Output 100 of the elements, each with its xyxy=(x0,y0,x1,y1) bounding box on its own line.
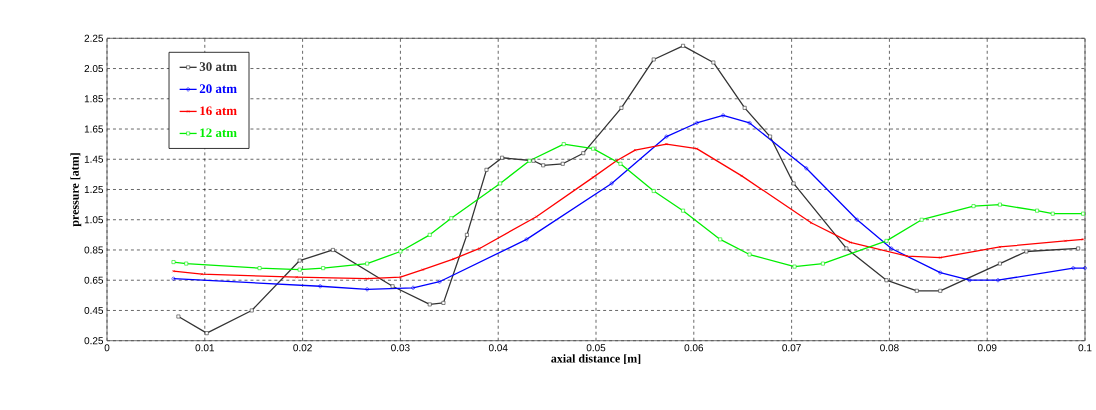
point xyxy=(411,285,416,290)
point xyxy=(905,254,909,258)
point xyxy=(257,266,262,271)
point xyxy=(465,232,469,237)
point xyxy=(1076,246,1081,251)
point xyxy=(478,247,482,250)
point xyxy=(938,270,943,275)
x-tick-label: 0.06 xyxy=(684,344,704,352)
x-tick-label: 0.04 xyxy=(488,344,508,352)
x-tick-label: 0.02 xyxy=(293,344,312,352)
point xyxy=(619,105,624,110)
point xyxy=(809,221,813,225)
point xyxy=(591,146,595,151)
point xyxy=(792,264,797,269)
point xyxy=(171,260,176,264)
y-tick-label: 1.05 xyxy=(84,216,104,224)
point xyxy=(176,314,181,319)
point xyxy=(665,142,668,146)
point xyxy=(884,239,889,243)
point xyxy=(998,245,1002,249)
point xyxy=(484,167,489,172)
point xyxy=(184,261,189,266)
point xyxy=(321,266,326,271)
point xyxy=(204,331,209,336)
point xyxy=(681,208,685,213)
point xyxy=(848,240,852,244)
point xyxy=(889,246,894,251)
point xyxy=(398,249,403,254)
point xyxy=(651,189,656,193)
point xyxy=(821,261,825,266)
point xyxy=(967,278,972,283)
point xyxy=(721,113,726,118)
point xyxy=(664,134,669,139)
point xyxy=(747,121,752,125)
point xyxy=(615,159,618,163)
point xyxy=(249,308,254,313)
y-axis-title: pressure [atm] xyxy=(70,153,82,227)
y-tick-label: 0.45 xyxy=(84,306,104,314)
point xyxy=(844,246,849,251)
point xyxy=(1035,208,1039,213)
x-tick-label: 0.1 xyxy=(1078,344,1092,352)
point xyxy=(609,181,614,186)
point xyxy=(527,158,532,163)
legend-label: 30 atm xyxy=(199,62,237,71)
point xyxy=(884,278,889,283)
point xyxy=(591,175,595,179)
point xyxy=(1081,211,1085,216)
point xyxy=(791,181,796,186)
x-tick-label: 0 xyxy=(104,344,110,352)
point xyxy=(742,105,747,110)
point xyxy=(441,301,446,305)
point xyxy=(938,256,942,259)
point xyxy=(996,278,1000,283)
y-tick-label: 2.25 xyxy=(84,34,104,42)
point xyxy=(524,237,529,242)
point xyxy=(560,161,565,166)
point xyxy=(998,261,1002,266)
legend-label: 20 atm xyxy=(199,84,237,94)
y-tick-label: 1.65 xyxy=(84,125,104,133)
legend-label: 12 atm xyxy=(200,128,237,138)
point xyxy=(998,202,1002,207)
point xyxy=(451,257,455,261)
point xyxy=(295,275,299,279)
point xyxy=(561,142,566,147)
y-tick-label: 1.25 xyxy=(84,185,104,194)
point xyxy=(331,248,335,252)
point xyxy=(711,60,716,65)
point xyxy=(804,166,809,171)
point xyxy=(200,272,204,276)
point xyxy=(437,279,442,284)
y-tick-label: 1.45 xyxy=(84,155,104,163)
point xyxy=(651,57,656,62)
point xyxy=(500,155,505,160)
point xyxy=(398,275,402,279)
point xyxy=(421,268,425,272)
point xyxy=(365,261,370,266)
y-tick-label: 0.85 xyxy=(84,246,104,254)
point xyxy=(427,232,432,237)
point xyxy=(541,163,546,168)
point xyxy=(1050,211,1055,216)
point xyxy=(297,267,302,272)
point xyxy=(694,121,699,125)
point xyxy=(718,237,723,242)
y-tick-label: 2.05 xyxy=(84,65,104,73)
point xyxy=(1024,249,1029,254)
point xyxy=(581,151,586,156)
point xyxy=(427,302,432,307)
y-tick-label: 1.85 xyxy=(84,95,104,103)
y-tick-label: 0.65 xyxy=(84,276,104,284)
point xyxy=(971,204,976,209)
point xyxy=(747,252,752,257)
point xyxy=(365,287,370,292)
point xyxy=(695,147,699,151)
point xyxy=(1071,266,1076,271)
x-tick-label: 0.09 xyxy=(977,344,997,352)
point xyxy=(498,181,503,186)
point xyxy=(1064,239,1067,243)
legend-label: 16 atm xyxy=(200,106,237,116)
point xyxy=(534,215,538,219)
x-tick-label: 0.07 xyxy=(782,344,801,352)
